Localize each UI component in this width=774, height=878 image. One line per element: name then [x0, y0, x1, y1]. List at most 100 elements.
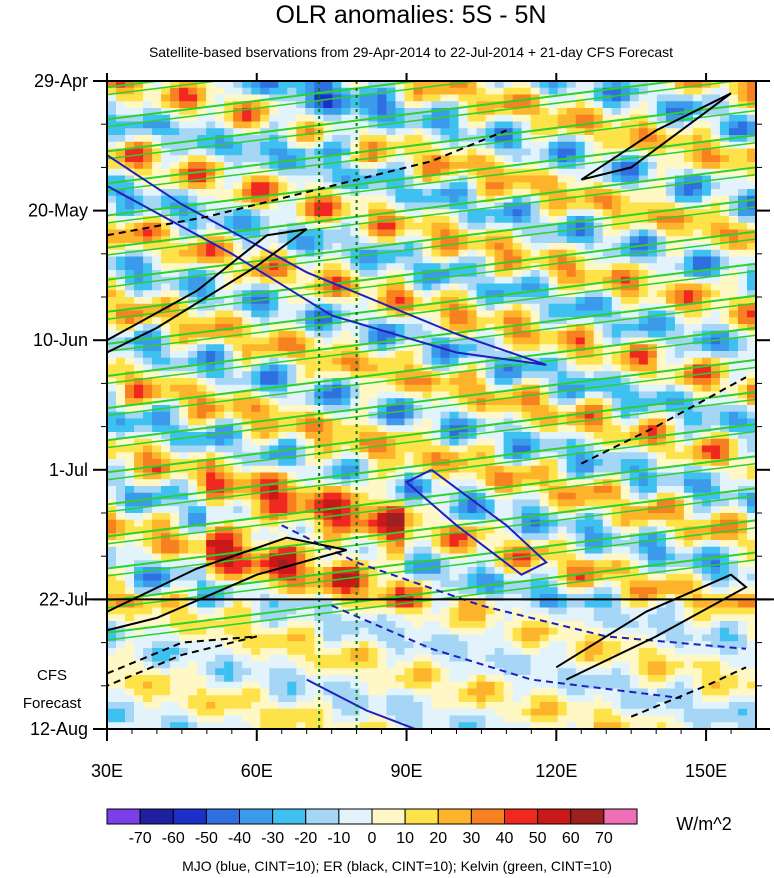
- heatmap-cell: [323, 290, 333, 298]
- heatmap-cell: [620, 263, 631, 271]
- heatmap-cell: [116, 270, 126, 278]
- heatmap-cell: [332, 499, 342, 507]
- heatmap-cell: [332, 236, 342, 244]
- heatmap-cell: [521, 249, 532, 258]
- heatmap-cell: [683, 195, 694, 204]
- heatmap-cell: [494, 513, 505, 521]
- heatmap-cell: [386, 310, 397, 318]
- heatmap-cell: [530, 445, 541, 453]
- heatmap-cell: [377, 290, 388, 298]
- heatmap-cell: [242, 519, 252, 528]
- heatmap-cell: [161, 418, 171, 426]
- heatmap-cell: [476, 310, 487, 318]
- heatmap-cell: [116, 533, 126, 541]
- heatmap-cell: [530, 195, 541, 204]
- heatmap-cell: [440, 141, 451, 150]
- heatmap-cell: [305, 337, 315, 345]
- heatmap-cell: [206, 384, 216, 393]
- heatmap-cell: [215, 209, 225, 217]
- heatmap-cell: [368, 256, 379, 264]
- heatmap-cell: [188, 108, 198, 116]
- heatmap-cell: [287, 202, 297, 210]
- heatmap-cell: [692, 303, 703, 312]
- heatmap-cell: [494, 283, 505, 291]
- heatmap-cell: [413, 290, 424, 298]
- heatmap-cell: [557, 148, 568, 156]
- heatmap-cell: [233, 249, 243, 258]
- heatmap-cell: [674, 263, 685, 271]
- heatmap-cell: [278, 249, 288, 258]
- heatmap-cell: [251, 459, 261, 467]
- heatmap-cell: [611, 202, 622, 210]
- heatmap-cell: [395, 195, 406, 204]
- heatmap-cell: [287, 135, 297, 143]
- heatmap-cell: [422, 351, 433, 359]
- heatmap-cell: [260, 459, 270, 467]
- heatmap-cell: [512, 371, 523, 379]
- heatmap-cell: [512, 87, 523, 96]
- heatmap-cell: [260, 303, 270, 312]
- heatmap-cell: [197, 492, 207, 501]
- heatmap-cell: [692, 175, 703, 183]
- heatmap-cell: [269, 168, 279, 177]
- heatmap-cell: [683, 486, 694, 494]
- heatmap-cell: [656, 445, 667, 453]
- heatmap-cell: [701, 310, 712, 318]
- heatmap-cell: [395, 486, 406, 494]
- heatmap-cell: [323, 364, 333, 372]
- heatmap-cell: [737, 506, 748, 514]
- heatmap-cell: [692, 337, 703, 345]
- heatmap-cell: [710, 162, 721, 170]
- heatmap-cell: [656, 526, 667, 534]
- heatmap-cell: [386, 121, 397, 129]
- heatmap-cell: [413, 378, 424, 386]
- heatmap-cell: [323, 546, 333, 555]
- heatmap-cell: [728, 101, 739, 109]
- heatmap-cell: [386, 492, 397, 501]
- heatmap-cell: [269, 128, 279, 136]
- heatmap-cell: [629, 492, 640, 501]
- heatmap-cell: [674, 121, 685, 129]
- heatmap-cell: [746, 303, 756, 312]
- heatmap-cell: [368, 108, 379, 116]
- heatmap-cell: [413, 155, 424, 163]
- heatmap-cell: [242, 175, 252, 183]
- heatmap-cell: [449, 506, 460, 514]
- heatmap-cell: [422, 135, 433, 143]
- heatmap-cell: [584, 141, 595, 150]
- heatmap-cell: [314, 391, 324, 399]
- heatmap-cell: [530, 432, 541, 440]
- heatmap-cell: [458, 411, 469, 420]
- heatmap-cell: [215, 452, 225, 460]
- heatmap-cell: [260, 297, 270, 305]
- heatmap-cell: [440, 472, 451, 480]
- heatmap-cell: [629, 108, 640, 116]
- heatmap-cell: [260, 108, 270, 116]
- heatmap-cell: [620, 418, 631, 426]
- heatmap-cell: [575, 371, 586, 379]
- heatmap-cell: [440, 155, 451, 163]
- heatmap-cell: [404, 202, 415, 210]
- heatmap-cell: [368, 101, 379, 109]
- heatmap-cell: [323, 492, 333, 501]
- heatmap-cell: [368, 229, 379, 237]
- heatmap-cell: [341, 202, 351, 210]
- heatmap-cell: [449, 135, 460, 143]
- heatmap-cell: [404, 513, 415, 521]
- heatmap-cell: [566, 303, 577, 312]
- heatmap-cell: [746, 371, 756, 379]
- heatmap-cell: [674, 236, 685, 244]
- heatmap-cell: [701, 189, 712, 197]
- heatmap-cell: [602, 411, 613, 420]
- heatmap-cell: [377, 276, 388, 285]
- heatmap-cell: [656, 459, 667, 467]
- heatmap-cell: [143, 108, 153, 116]
- heatmap-cell: [683, 290, 694, 298]
- heatmap-cell: [395, 405, 406, 413]
- heatmap-cell: [665, 492, 676, 501]
- heatmap-cell: [116, 391, 126, 399]
- heatmap-cell: [350, 459, 360, 467]
- heatmap-cell: [134, 533, 144, 541]
- heatmap-cell: [548, 371, 559, 379]
- heatmap-cell: [746, 256, 756, 264]
